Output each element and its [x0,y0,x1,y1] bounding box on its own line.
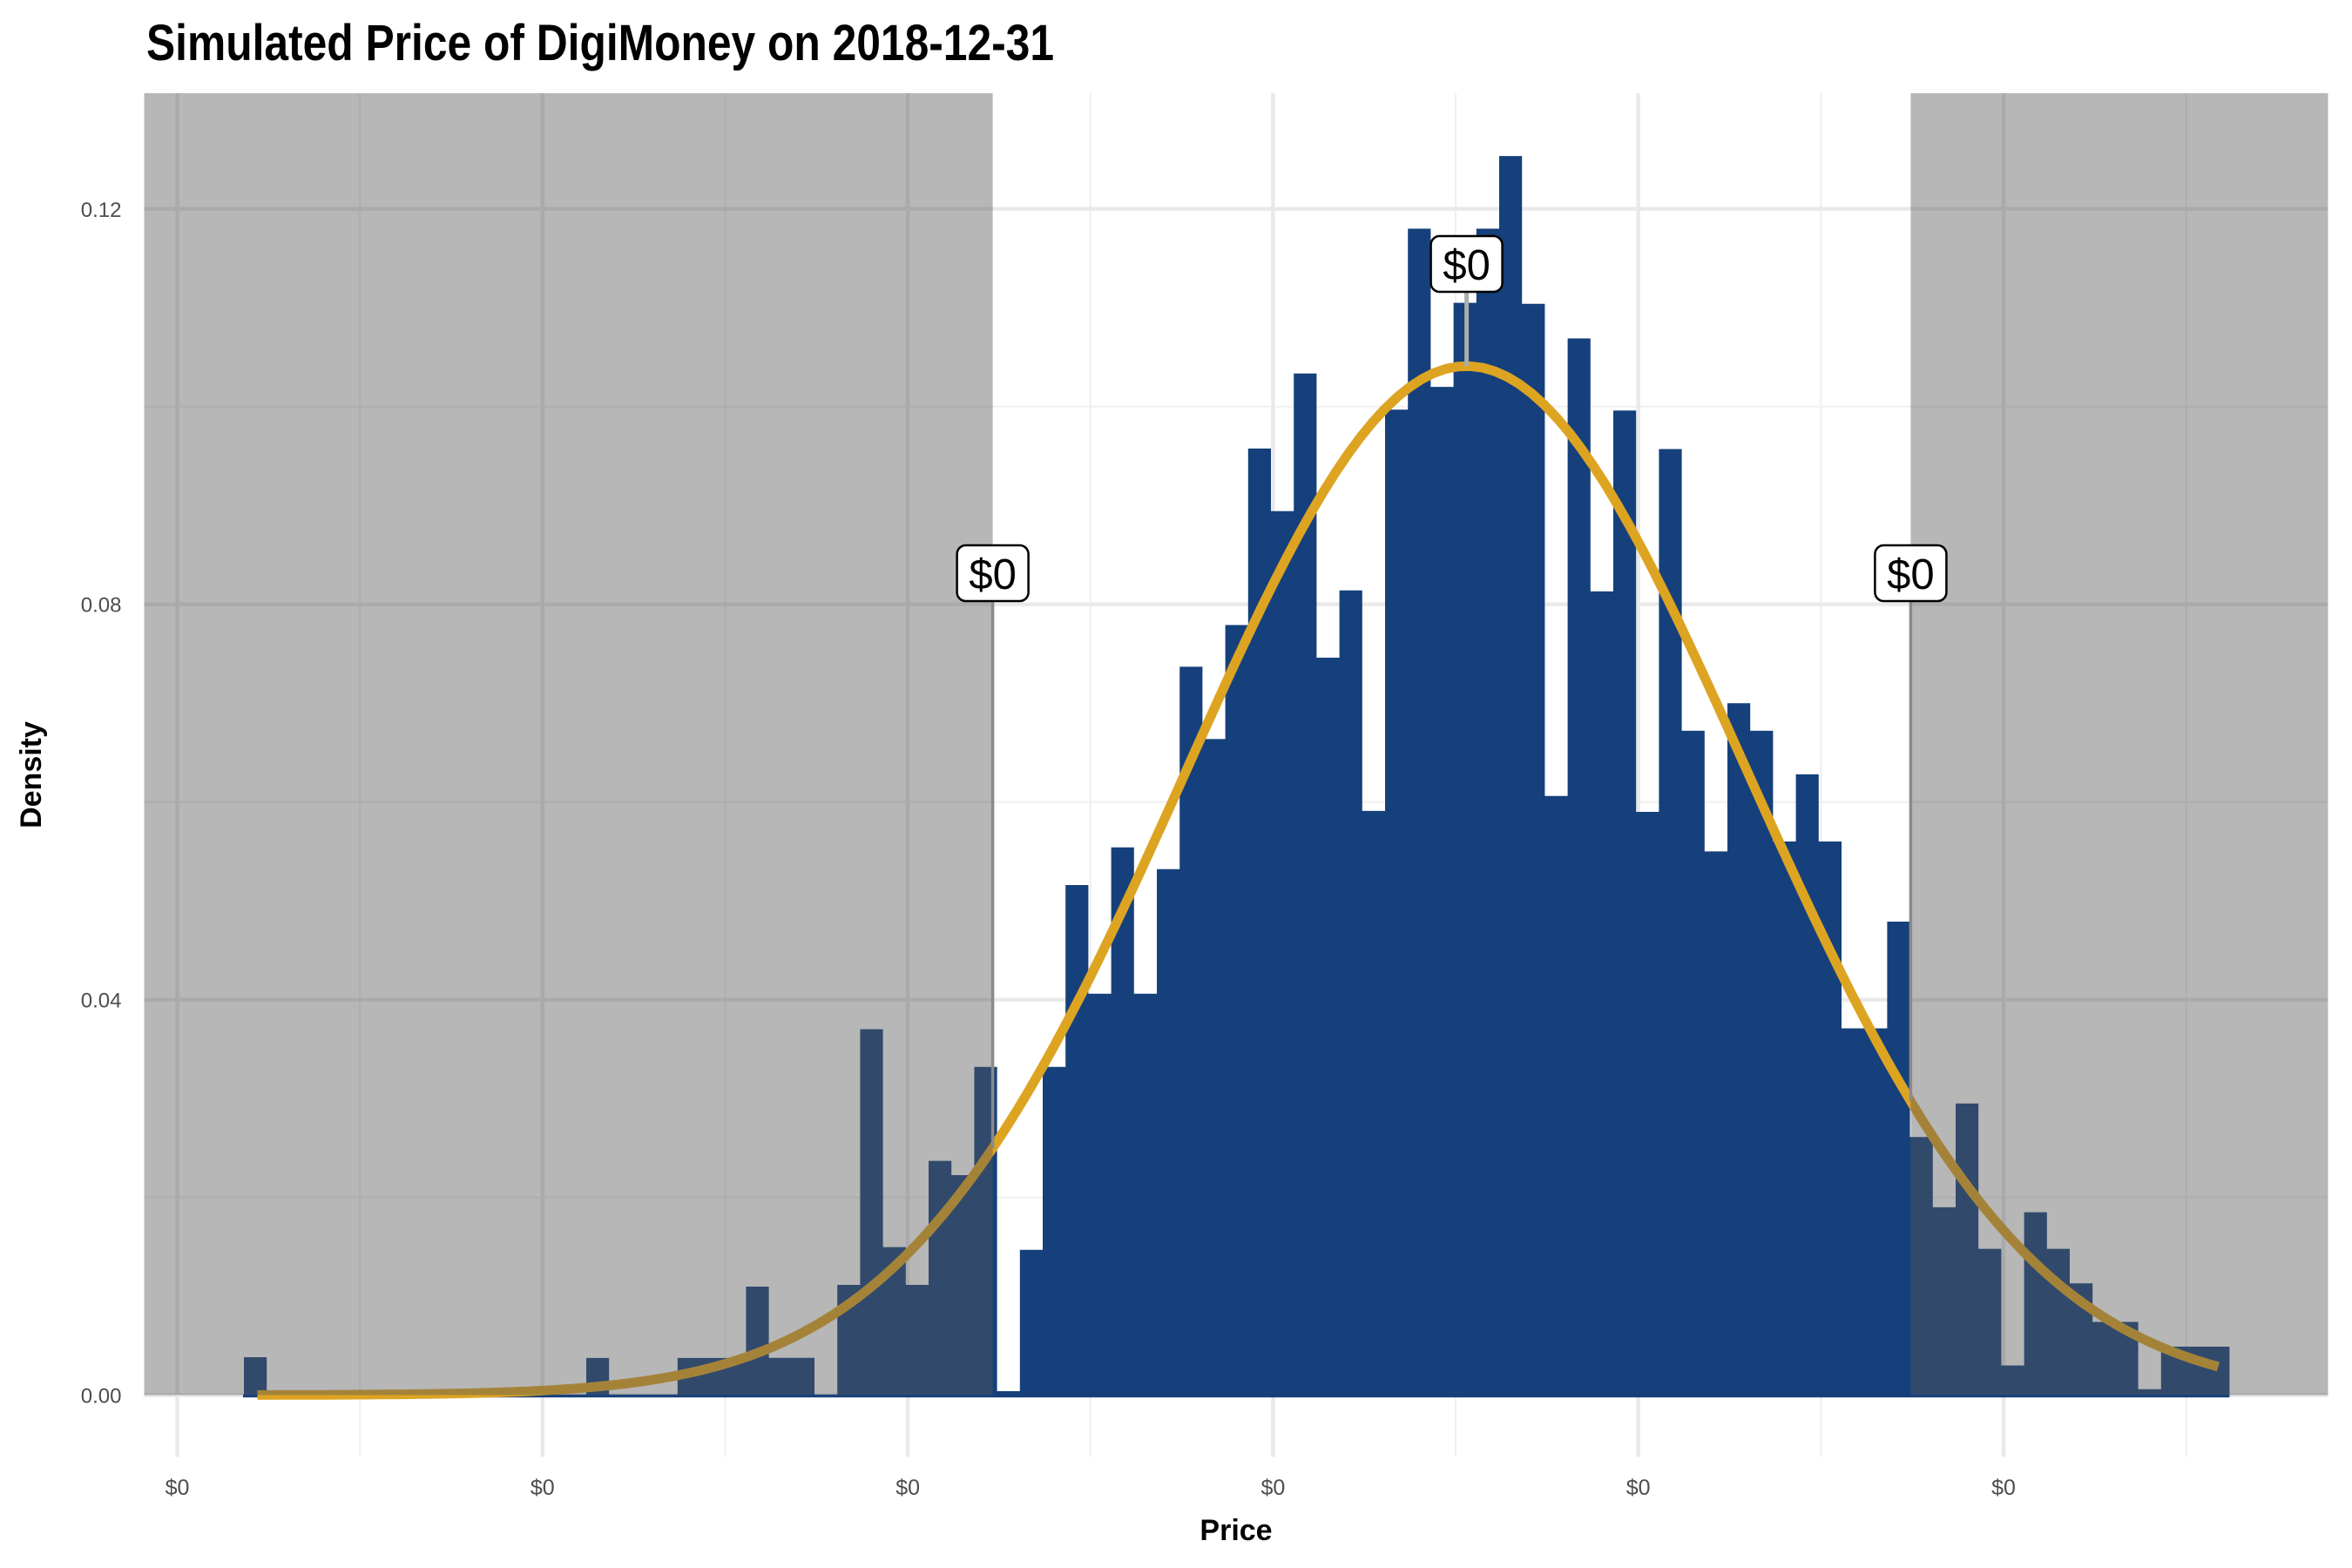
svg-text:$0: $0 [1443,242,1490,289]
svg-text:$0: $0 [1626,1476,1651,1500]
svg-text:$0: $0 [166,1476,190,1500]
svg-text:Simulated Price of DigiMoney o: Simulated Price of DigiMoney on 2018-12-… [146,15,1054,71]
svg-text:Density: Density [15,721,48,828]
svg-text:$0: $0 [969,551,1017,598]
svg-text:$0: $0 [896,1476,920,1500]
svg-text:$0: $0 [1260,1476,1285,1500]
svg-text:0.00: 0.00 [81,1385,122,1409]
svg-text:0.08: 0.08 [81,594,122,618]
svg-text:$0: $0 [1887,551,1935,598]
svg-text:$0: $0 [531,1476,555,1500]
svg-text:0.12: 0.12 [81,199,122,222]
svg-text:0.04: 0.04 [81,990,122,1013]
svg-text:$0: $0 [1991,1476,2016,1500]
svg-text:Price: Price [1200,1514,1272,1547]
